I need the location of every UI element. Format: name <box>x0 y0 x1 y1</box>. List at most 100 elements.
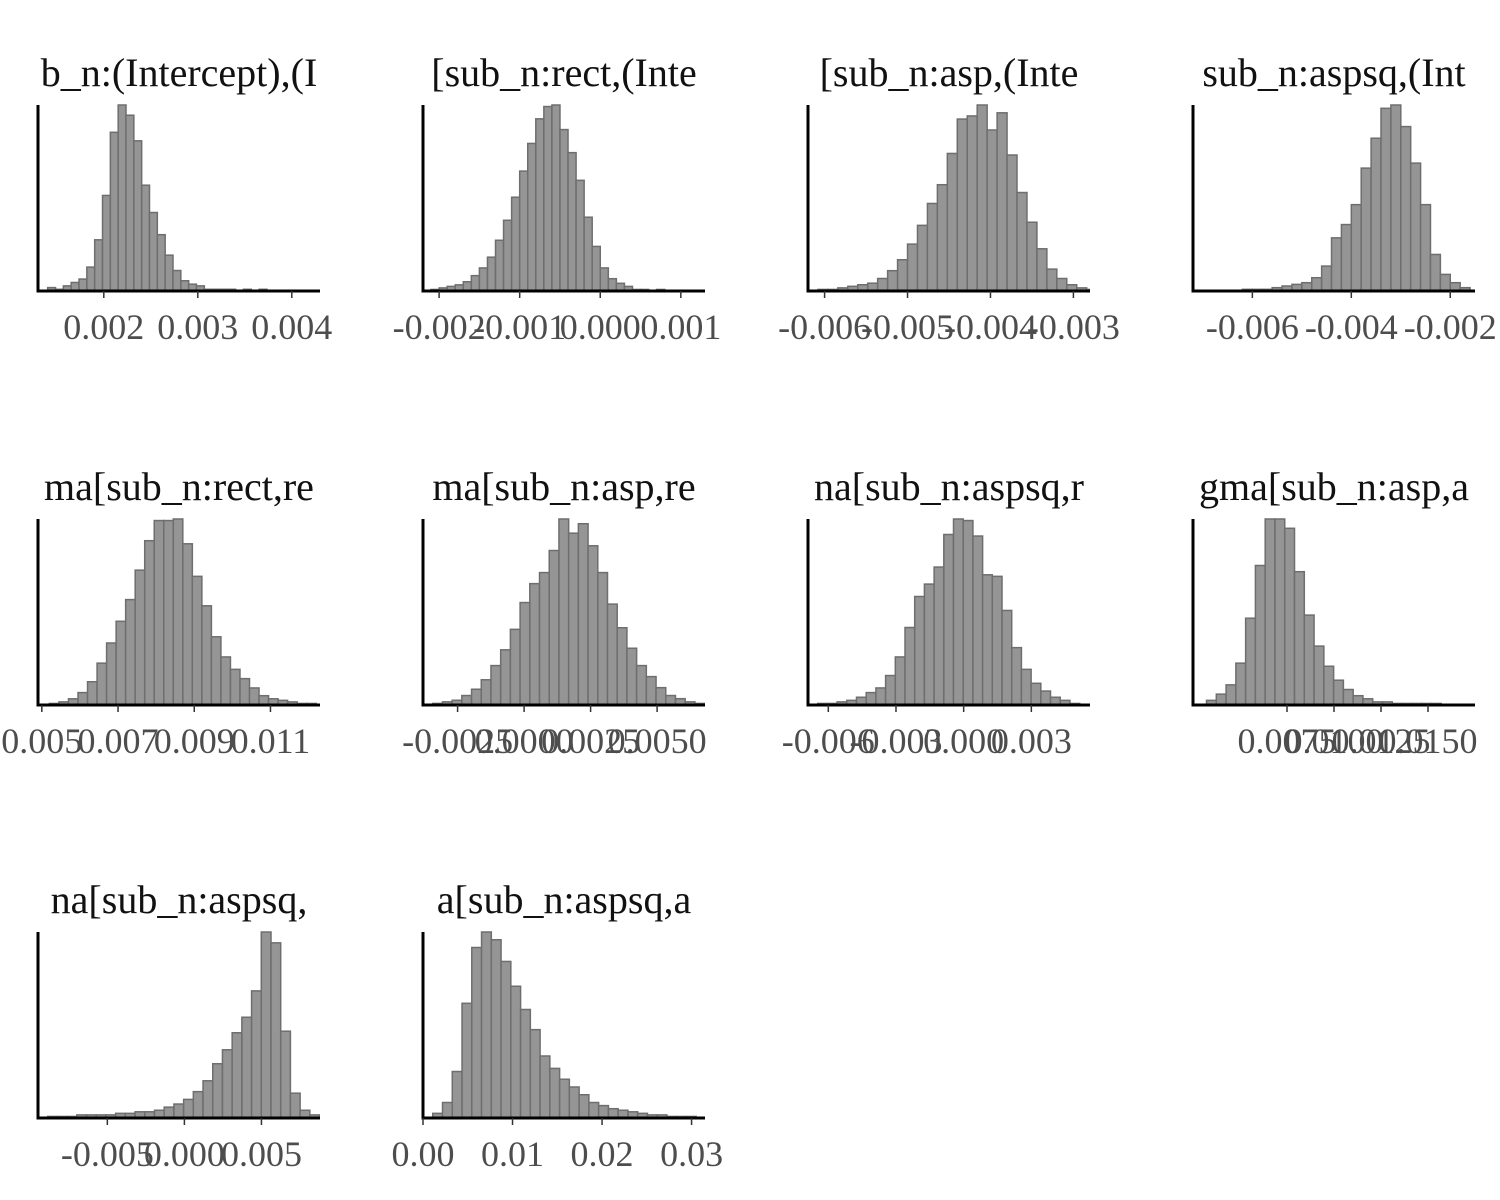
histogram-bar <box>1370 137 1382 291</box>
histogram-bar <box>156 233 166 291</box>
histogram-bar <box>248 687 260 705</box>
histogram-bar <box>1215 693 1227 705</box>
bars <box>46 104 268 291</box>
histogram-bar <box>1380 107 1392 291</box>
histogram-bar <box>309 1114 320 1118</box>
histogram-bar <box>543 105 553 291</box>
histogram-bar <box>529 1028 541 1118</box>
bars <box>430 104 666 291</box>
histogram-bar <box>480 931 493 1118</box>
histogram-bar <box>1026 221 1038 291</box>
histogram-bar <box>567 532 580 705</box>
histogram-bar <box>172 518 184 705</box>
histogram-bar <box>1350 203 1362 291</box>
x-tick-label: 0.003 <box>991 721 1072 761</box>
histogram-bar <box>153 519 165 705</box>
histogram-panel: sub_n:aspsq,(Int -0.006 -0.004 -0.002 <box>1191 50 1497 347</box>
histogram-bar <box>1330 237 1343 291</box>
bars <box>817 104 1090 291</box>
histogram-bar <box>143 539 155 705</box>
panel-title: gma[sub_n:asp,a <box>1199 464 1469 509</box>
x-tick-label: 0.01 <box>481 1134 544 1174</box>
histogram-bar <box>559 128 569 291</box>
panel-title: sub_n:aspsq,(Int <box>1202 50 1465 95</box>
histogram-bar <box>1360 167 1372 291</box>
x-tick-label: 0.005 <box>1 721 82 761</box>
x-tick-label: 0.005 <box>221 1134 302 1174</box>
histogram-bar <box>1244 617 1257 705</box>
histogram-bar <box>535 118 545 291</box>
histogram-bar <box>486 256 497 291</box>
x-tick-label: 0.03 <box>660 1134 723 1174</box>
x-tick-label: -0.003 <box>1027 307 1120 347</box>
histogram-bar <box>1310 276 1323 291</box>
histogram-bar <box>210 636 222 705</box>
histogram-bar <box>1010 646 1023 705</box>
histogram-bar <box>191 575 203 705</box>
histogram-bar <box>558 518 570 705</box>
histogram-bar <box>886 269 899 291</box>
x-tick-label: 0.000 <box>923 721 1004 761</box>
histogram-bar <box>626 647 638 705</box>
histogram-bar <box>211 1063 224 1118</box>
histogram-bar <box>1332 679 1345 705</box>
histogram-bar <box>470 274 481 291</box>
histogram-bar <box>78 278 88 291</box>
histogram-bar <box>518 170 529 291</box>
x-tick-label: 0.001 <box>640 307 721 347</box>
panel-title: ma[sub_n:rect,re <box>44 464 314 509</box>
histogram-bar <box>260 931 272 1118</box>
x-tick-label: -0.005 <box>61 1134 154 1174</box>
histogram-bar <box>976 104 988 291</box>
histogram-bar <box>221 1049 233 1118</box>
histogram-bar <box>239 677 251 705</box>
histogram-bar <box>539 1055 551 1118</box>
histogram-bar <box>529 582 541 705</box>
x-tick-label: 0.003 <box>157 307 238 347</box>
histogram-bar <box>231 1032 243 1118</box>
histogram-bar <box>86 266 96 291</box>
histogram-bar <box>616 627 628 705</box>
x-tick-label: 0.0150 <box>1379 721 1478 761</box>
histogram-bar <box>549 1067 561 1118</box>
histogram-bar <box>500 960 512 1118</box>
x-tick-label: 0.00 <box>392 1134 455 1174</box>
panel-title: na[sub_n:aspsq, <box>51 877 308 922</box>
x-tick-label: -0.006 <box>778 307 871 347</box>
histogram-bar <box>478 267 489 291</box>
histogram-bar <box>1001 609 1013 705</box>
histogram-bar <box>567 151 577 291</box>
histogram-bar <box>164 254 174 291</box>
histogram-bar <box>568 1086 580 1118</box>
x-tick-label: 0.009 <box>154 721 235 761</box>
histogram-bar <box>1016 191 1028 291</box>
histogram-bar <box>1225 684 1237 705</box>
histogram-panel: na[sub_n:aspsq, -0.0050.0000.005 <box>36 877 320 1174</box>
histogram-bar <box>943 533 955 705</box>
histogram-bar <box>519 601 531 705</box>
histogram-bar <box>952 518 964 705</box>
bars <box>432 931 697 1118</box>
histogram-bar <box>1390 104 1402 291</box>
histogram-bar <box>876 277 889 291</box>
x-tick-label: -0.004 <box>944 307 1037 347</box>
histogram-bar <box>1313 645 1325 705</box>
histogram-bar <box>1409 162 1422 291</box>
histogram-bar <box>451 1070 463 1118</box>
histogram-bar <box>551 104 561 291</box>
bars <box>431 518 705 705</box>
histogram-bar <box>201 605 213 705</box>
histogram-bar <box>470 688 483 705</box>
histogram-bar <box>510 985 522 1118</box>
histogram-panel: [sub_n:asp,(Inte -0.006-0.005-0.004-0.003 <box>778 50 1120 347</box>
x-tick-label: 0.000 <box>560 307 641 347</box>
panel-title: na[sub_n:aspsq,r <box>814 464 1084 509</box>
histogram-bar <box>109 131 119 291</box>
histogram-bar <box>933 566 945 705</box>
